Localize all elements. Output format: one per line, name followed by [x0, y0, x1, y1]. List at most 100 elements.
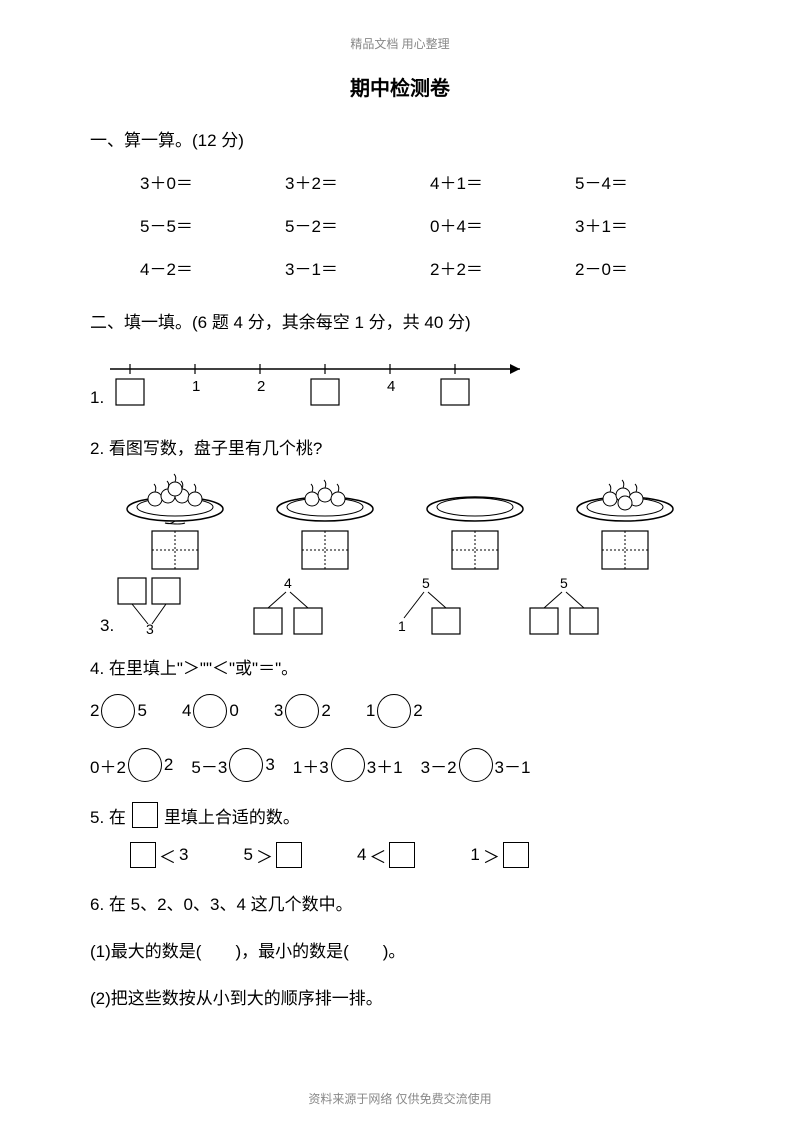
calc-item: 3＋2＝	[285, 169, 420, 194]
header-note: 精品文档 用心整理	[90, 35, 710, 52]
calc-item: 4＋1＝	[430, 169, 565, 194]
cmp-left: 2	[90, 701, 99, 721]
val: 3	[179, 845, 188, 865]
q6-text: 6. 在 5、2、0、3、4 这几个数中。	[90, 890, 710, 915]
blank-square-icon	[503, 842, 529, 868]
calc-item: 3－1＝	[285, 255, 420, 280]
blank-square-icon	[276, 842, 302, 868]
blank-circle	[229, 748, 263, 782]
cmp-left: 1	[366, 701, 375, 721]
plates-row	[90, 471, 710, 570]
blank-circle	[193, 694, 227, 728]
cmp-right: 0	[229, 701, 238, 721]
answer-box	[451, 530, 499, 570]
cmp-right: 3＋1	[367, 753, 403, 778]
q5-item: 1＞	[470, 842, 528, 868]
q5-prefix: 5. 在	[90, 803, 126, 828]
blank-square-icon	[389, 842, 415, 868]
plate-col	[570, 471, 680, 570]
cmp-right: 2	[164, 755, 173, 775]
pre: 5	[243, 845, 252, 865]
q5-item: 4＜	[357, 842, 415, 868]
cmp-right: 3	[265, 755, 274, 775]
cmp-right: 3－1	[495, 753, 531, 778]
compare-item: 3－23－1	[421, 748, 531, 782]
plate-col	[120, 471, 230, 570]
compare-row-2: 0＋2 2 5－33 1＋3 3＋1 3－23－1	[90, 748, 710, 782]
blank-square-icon	[132, 802, 158, 828]
svg-text:3.: 3.	[100, 616, 114, 635]
compare-item: 5－33	[191, 748, 274, 782]
svg-text:5: 5	[560, 576, 568, 591]
calc-item: 4－2＝	[140, 255, 275, 280]
plate-icon	[120, 471, 230, 526]
blank-circle	[331, 748, 365, 782]
op: ＜	[159, 843, 176, 868]
answer-box	[301, 530, 349, 570]
calc-item: 3＋1＝	[575, 212, 710, 237]
answer-box	[151, 530, 199, 570]
calc-item: 5－5＝	[140, 212, 275, 237]
q2-text: 2. 看图写数，盘子里有几个桃?	[90, 434, 710, 459]
q6-sub1: (1)最大的数是( )，最小的数是( )。	[90, 937, 710, 962]
blank-circle	[285, 694, 319, 728]
q5-text: 5. 在 里填上合适的数。	[90, 802, 710, 828]
plate-icon	[270, 471, 380, 526]
section1-heading: 一、算一算。(12 分)	[90, 126, 710, 151]
q5-items: ＜3 5＞ 4＜ 1＞	[90, 842, 710, 868]
q5-item: 5＞	[243, 842, 301, 868]
op: ＜	[369, 843, 386, 868]
page-title: 期中检测卷	[90, 72, 710, 101]
q5-tail: 里填上合适的数。	[164, 803, 300, 828]
calc-item: 2－0＝	[575, 255, 710, 280]
number-bond: 5	[514, 576, 614, 636]
pre: 1	[470, 845, 479, 865]
q5-item: ＜3	[130, 842, 188, 868]
calc-item: 0＋4＝	[430, 212, 565, 237]
footer-note: 资料来源于网络 仅供免费交流使用	[0, 1090, 800, 1107]
cmp-left: 0＋2	[90, 753, 126, 778]
answer-box	[601, 530, 649, 570]
plate-icon	[420, 471, 530, 526]
plate-icon	[570, 471, 680, 526]
calc-item: 3＋0＝	[140, 169, 275, 194]
q4-text: 4. 在里填上"＞""＜"或"＝"。	[90, 654, 710, 679]
svg-text:2: 2	[257, 378, 265, 395]
q3-row: 3. 3 4 5 1 5	[90, 576, 710, 636]
calc-item: 5－2＝	[285, 212, 420, 237]
cmp-right: 2	[321, 701, 330, 721]
number-bond: 3. 3	[100, 576, 200, 636]
svg-text:1.: 1.	[90, 388, 104, 407]
blank-square-icon	[130, 842, 156, 868]
svg-text:1: 1	[192, 378, 200, 395]
compare-item: 1＋3 3＋1	[293, 748, 403, 782]
calc-item: 2＋2＝	[430, 255, 565, 280]
svg-text:4: 4	[387, 378, 395, 395]
blank-circle	[459, 748, 493, 782]
cmp-right: 5	[137, 701, 146, 721]
op: ＞	[483, 843, 500, 868]
svg-text:1: 1	[398, 618, 406, 634]
numline-wrap: 1 2 4 1.	[90, 351, 710, 416]
number-line-svg: 1 2 4 1.	[90, 351, 550, 411]
compare-item: 0＋2 2	[90, 748, 173, 782]
cmp-left: 3	[274, 701, 283, 721]
blank-circle	[377, 694, 411, 728]
blank-circle	[128, 748, 162, 782]
compare-item: 32	[274, 694, 331, 728]
svg-text:4: 4	[284, 576, 292, 591]
plate-col	[270, 471, 380, 570]
number-bond: 5 1	[376, 576, 476, 636]
svg-text:3: 3	[146, 621, 154, 636]
blank-circle	[101, 694, 135, 728]
pre: 4	[357, 845, 366, 865]
cmp-left: 1＋3	[293, 753, 329, 778]
op: ＞	[256, 843, 273, 868]
plate-col	[420, 471, 530, 570]
compare-row-1: 25 40 32 12	[90, 694, 710, 728]
cmp-right: 2	[413, 701, 422, 721]
compare-item: 40	[182, 694, 239, 728]
compare-item: 25	[90, 694, 147, 728]
compare-item: 12	[366, 694, 423, 728]
q6-sub2: (2)把这些数按从小到大的顺序排一排。	[90, 984, 710, 1009]
